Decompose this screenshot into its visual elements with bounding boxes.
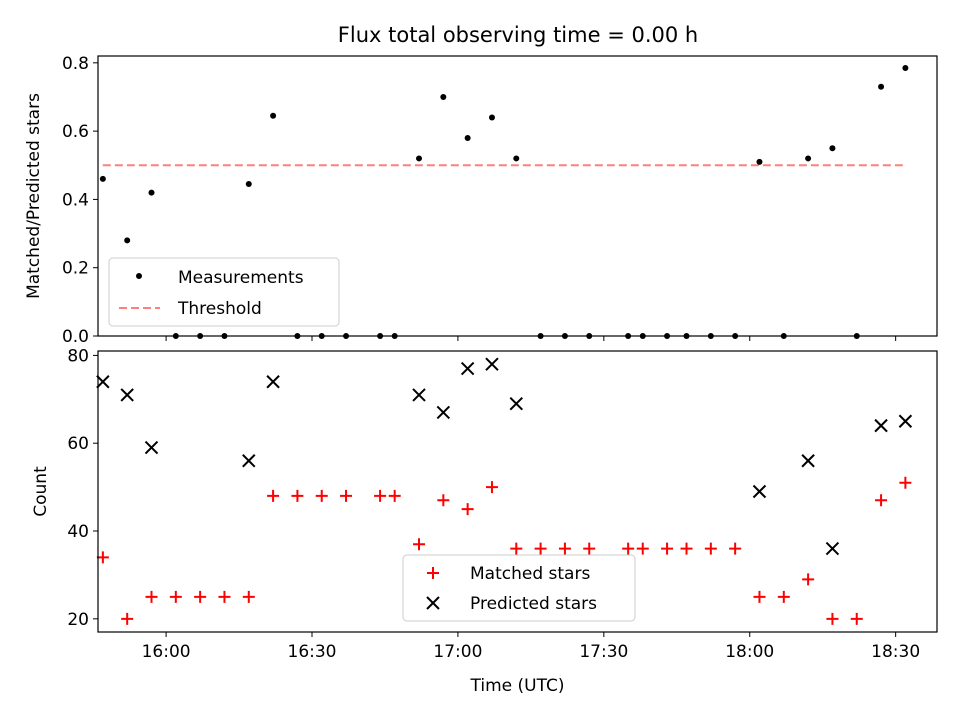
y-axis-label: Count (31, 466, 51, 517)
matched-star-point (96, 551, 109, 564)
plot-frame (97, 55, 938, 337)
matched-star-point (622, 542, 635, 555)
bottom-plot-panel: 20 40 60 80 16:00 16:30 17:00 17:30 18:00 18:30 Co… (31, 346, 938, 696)
predicted-star-point (874, 418, 888, 433)
predicted-star-point (436, 405, 451, 420)
matched-star-point (169, 590, 182, 603)
x-axis-label: Time (UTC) (470, 676, 565, 696)
y-axis-label: Matched/Predicted stars (24, 93, 44, 299)
matched-star-point (753, 590, 766, 603)
x-tick-label: 17:00 (433, 642, 482, 662)
measurement-point (513, 155, 520, 162)
legend-label-threshold: Threshold (177, 299, 262, 319)
measurement-point (245, 181, 252, 188)
matched-star-point (145, 590, 158, 603)
matched-star-point (413, 538, 426, 551)
measurement-point (124, 237, 131, 244)
measurement-point (805, 155, 812, 162)
predicted-star-point (144, 440, 159, 455)
predicted-star-point (120, 388, 134, 402)
predicted-star-point (485, 357, 499, 371)
y-tick-label: 80 (67, 346, 89, 366)
predicted-star-point (801, 454, 815, 468)
matched-star-point (777, 590, 790, 603)
measurement-point (464, 134, 471, 141)
matched-star-point (661, 542, 674, 555)
matched-star-point (704, 542, 717, 555)
y-tick-label: 0.6 (62, 122, 89, 142)
measurement-point (99, 175, 106, 182)
legend-marker-measurements (136, 273, 142, 279)
matched-star-point (267, 489, 280, 502)
matched-star-point (437, 494, 450, 507)
chart-title: Flux total observing time = 0.00 h (338, 23, 698, 47)
y-tick-label: 0.8 (62, 54, 89, 74)
predicted-star-point (752, 484, 767, 499)
measurement-point (488, 114, 495, 121)
y-tick-label: 40 (67, 522, 89, 542)
matched-star-point (340, 489, 353, 502)
measurement-point (829, 145, 836, 152)
legend-box (108, 257, 340, 327)
x-tick-label: 16:30 (288, 642, 337, 662)
predicted-star-point (898, 414, 913, 428)
predicted-star-point (460, 361, 475, 376)
y-tick-label: 20 (67, 610, 89, 630)
matched-star-point (826, 612, 839, 625)
matched-star-point (636, 542, 649, 555)
legend-label-matched: Matched stars (470, 564, 590, 584)
matched-star-point (121, 612, 134, 625)
matched-star-point (558, 542, 571, 555)
matched-star-point (802, 573, 815, 586)
top-plot-panel: 0.0 0.2 0.4 0.6 0.8 Matched/Predicted stars Me… (24, 54, 938, 347)
measurement-point (756, 158, 763, 165)
predicted-star-point (266, 375, 280, 389)
matched-star-point (315, 489, 328, 502)
legend-box (402, 554, 636, 622)
matched-star-point (899, 476, 912, 489)
x-tick-label: 18:00 (725, 642, 774, 662)
y-tick-label: 0.0 (62, 327, 89, 347)
predicted-star-point (825, 541, 840, 556)
legend-label-measurements: Measurements (178, 268, 304, 288)
matched-star-point (510, 542, 523, 555)
x-tick-label: 18:30 (871, 642, 920, 662)
legend-marker-matched (427, 567, 439, 579)
matched-star-point (729, 542, 742, 555)
matched-star-point (875, 494, 888, 507)
matched-star-point (374, 489, 387, 502)
legend-marker-predicted (426, 596, 440, 610)
predicted-star-point (412, 388, 426, 402)
matched-star-point (218, 590, 231, 603)
measurement-point (416, 155, 423, 162)
measurement-point (148, 189, 155, 196)
predicted-star-point (242, 454, 256, 468)
matched-star-point (242, 590, 255, 603)
matched-star-point (680, 542, 693, 555)
x-tick-label: 17:30 (579, 642, 628, 662)
measurement-point (902, 64, 909, 71)
matched-star-point (583, 542, 596, 555)
legend-label-predicted: Predicted stars (470, 594, 597, 614)
plot-frame (97, 350, 938, 633)
predicted-star-point (509, 396, 523, 411)
matched-star-point (388, 489, 401, 502)
measurement-point (878, 83, 885, 90)
matched-star-point (291, 489, 304, 502)
y-tick-label: 0.4 (62, 190, 89, 210)
matched-star-point (850, 612, 863, 625)
y-tick-label: 0.2 (62, 259, 89, 279)
matched-star-point (194, 590, 207, 603)
matched-star-point (485, 481, 498, 494)
measurement-point (440, 93, 447, 100)
matched-star-point (534, 542, 547, 555)
measurement-point (270, 112, 277, 119)
x-tick-label: 16:00 (142, 642, 191, 662)
predicted-star-point (96, 375, 110, 389)
matched-star-point (461, 503, 474, 516)
y-tick-label: 60 (67, 434, 89, 454)
